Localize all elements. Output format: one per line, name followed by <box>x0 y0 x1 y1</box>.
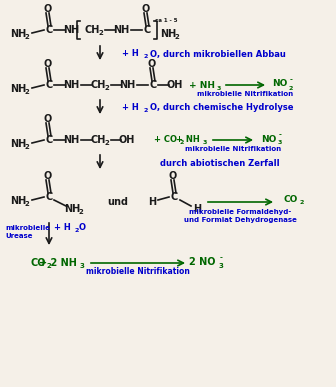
Text: + H: + H <box>122 103 138 113</box>
Text: C: C <box>143 25 151 35</box>
Text: 3: 3 <box>218 263 223 269</box>
Text: O: O <box>44 114 52 124</box>
Text: 2: 2 <box>25 201 29 207</box>
Text: 2: 2 <box>300 200 304 205</box>
Text: 2: 2 <box>25 89 29 95</box>
Text: O: O <box>142 4 150 14</box>
Text: 2: 2 <box>79 209 83 215</box>
Text: NO: NO <box>272 79 288 89</box>
Text: 2: 2 <box>75 228 79 233</box>
Text: 2: 2 <box>25 144 29 150</box>
Text: 2: 2 <box>104 140 110 146</box>
Text: 2: 2 <box>25 34 29 40</box>
Text: CH: CH <box>90 135 106 145</box>
Text: mikrobielle Formaldehyd-: mikrobielle Formaldehyd- <box>189 209 291 215</box>
Text: CH: CH <box>84 25 100 35</box>
Text: Urease: Urease <box>5 233 33 239</box>
Text: + NH: + NH <box>189 80 215 89</box>
Text: C: C <box>45 135 53 145</box>
Text: C: C <box>45 25 53 35</box>
Text: C: C <box>45 80 53 90</box>
Text: ca 1 - 5: ca 1 - 5 <box>155 19 177 24</box>
Text: mikrobielle Nitrifikation: mikrobielle Nitrifikation <box>86 267 190 276</box>
Text: O: O <box>44 4 52 14</box>
Text: OH: OH <box>119 135 135 145</box>
Text: + 2 NH: + 2 NH <box>39 258 77 268</box>
Text: NH: NH <box>10 29 26 39</box>
Text: mikrobielle: mikrobielle <box>5 225 50 231</box>
Text: NH: NH <box>10 139 26 149</box>
Text: durch abiotischen Zerfall: durch abiotischen Zerfall <box>160 159 280 168</box>
Text: + H: + H <box>54 224 70 233</box>
Text: 2: 2 <box>104 85 110 91</box>
Text: NH: NH <box>64 204 80 214</box>
Text: -: - <box>279 132 282 138</box>
Text: + NH: + NH <box>176 135 200 144</box>
Text: H: H <box>193 204 201 214</box>
Text: + CO: + CO <box>155 135 177 144</box>
Text: -: - <box>219 255 222 261</box>
Text: mikrobielle Nitrifikation: mikrobielle Nitrifikation <box>185 146 281 152</box>
Text: NH: NH <box>10 196 26 206</box>
Text: NH: NH <box>63 80 79 90</box>
Text: mikrobielle Nitrifikation: mikrobielle Nitrifikation <box>197 91 293 97</box>
Text: und Formiat Dehydrogenase: und Formiat Dehydrogenase <box>183 217 296 223</box>
Text: O: O <box>148 59 156 69</box>
Text: 3: 3 <box>278 140 282 146</box>
Text: 2: 2 <box>289 86 293 91</box>
Text: O, durch chemische Hydrolyse: O, durch chemische Hydrolyse <box>150 103 294 113</box>
Text: 3: 3 <box>203 140 207 146</box>
Text: 2: 2 <box>180 140 184 146</box>
Text: NH: NH <box>63 25 79 35</box>
Text: O: O <box>79 224 85 233</box>
Text: O: O <box>169 171 177 181</box>
Text: NH: NH <box>10 84 26 94</box>
Text: O: O <box>44 59 52 69</box>
Text: C: C <box>150 80 157 90</box>
Text: 2: 2 <box>99 30 103 36</box>
Text: NO: NO <box>261 135 277 144</box>
Text: 3: 3 <box>217 86 221 91</box>
Text: 2: 2 <box>175 34 179 40</box>
Text: + H: + H <box>122 50 138 58</box>
Text: OH: OH <box>167 80 183 90</box>
Text: CO: CO <box>284 195 298 204</box>
Text: NH: NH <box>113 25 129 35</box>
Text: C: C <box>170 192 178 202</box>
Text: CH: CH <box>90 80 106 90</box>
Text: O, durch mikrobiellen Abbau: O, durch mikrobiellen Abbau <box>150 50 286 58</box>
Text: H: H <box>148 197 156 207</box>
Text: NH: NH <box>160 29 176 39</box>
Text: 2: 2 <box>144 55 148 60</box>
Text: C: C <box>45 192 53 202</box>
Text: NH: NH <box>119 80 135 90</box>
Text: O: O <box>44 171 52 181</box>
Text: CO: CO <box>30 258 46 268</box>
Text: -: - <box>290 77 292 83</box>
Text: 2 NO: 2 NO <box>189 257 215 267</box>
Text: 2: 2 <box>144 108 148 113</box>
Text: und: und <box>108 197 128 207</box>
Text: 2: 2 <box>47 263 51 269</box>
Text: 3: 3 <box>80 263 84 269</box>
Text: NH: NH <box>63 135 79 145</box>
